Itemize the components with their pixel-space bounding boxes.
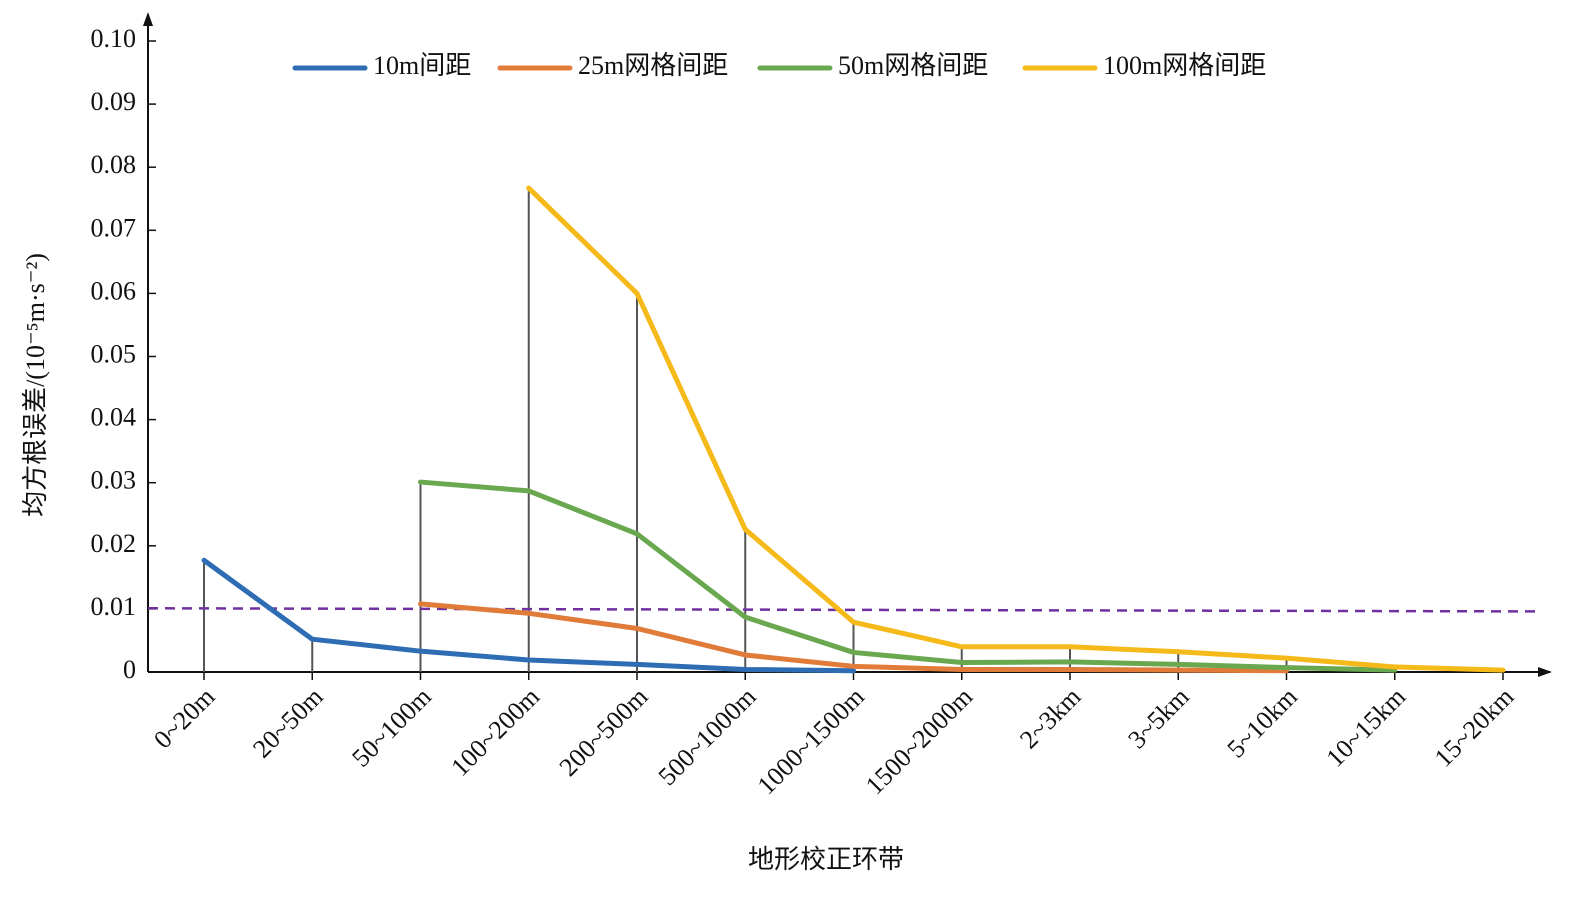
x-tick-label: 100~200m [445,682,545,782]
y-tick-label: 0.05 [91,339,137,368]
y-axis-arrow [143,12,153,26]
x-tick-label: 5~10km [1221,682,1303,764]
series-line [526,185,1506,673]
series-line [201,557,856,674]
x-axis-arrow [1538,667,1552,677]
x-tick-label: 10~15km [1320,682,1411,773]
x-tick-label: 3~5km [1122,682,1194,754]
x-tick-label: 200~500m [554,682,654,782]
x-tick-label: 500~1000m [653,682,762,791]
y-tick-label: 0.03 [91,466,137,495]
series-line [418,479,1398,673]
legend-label: 50m网格间距 [838,51,988,80]
y-axis-label: 均方根误差/(10⁻⁵m·s⁻²) [21,253,50,517]
legend-label: 10m间距 [373,51,471,80]
y-tick-label: 0.01 [91,592,137,621]
x-tick-label: 0~20m [148,682,220,754]
series-line [418,601,1289,674]
x-tick-label: 2~3km [1014,682,1086,754]
x-tick-label: 1500~2000m [860,682,978,800]
x-tick-label: 20~50m [247,682,329,764]
y-tick-label: 0.06 [91,276,137,305]
x-axis-label: 地形校正环带 [748,845,904,874]
y-tick-label: 0.08 [91,150,137,179]
y-tick-label: 0.02 [91,529,137,558]
legend-label: 100m网格间距 [1103,51,1266,80]
y-tick-label: 0.09 [91,87,137,116]
y-tick-label: 0.10 [91,24,137,53]
y-tick-label: 0.04 [91,403,137,432]
x-tick-label: 15~20km [1429,682,1520,773]
legend-label: 25m网格间距 [578,51,728,80]
y-tick-label: 0.07 [91,213,137,242]
x-tick-label: 50~100m [346,682,437,773]
x-tick-label: 1000~1500m [752,682,870,800]
y-tick-label: 0 [123,655,136,684]
